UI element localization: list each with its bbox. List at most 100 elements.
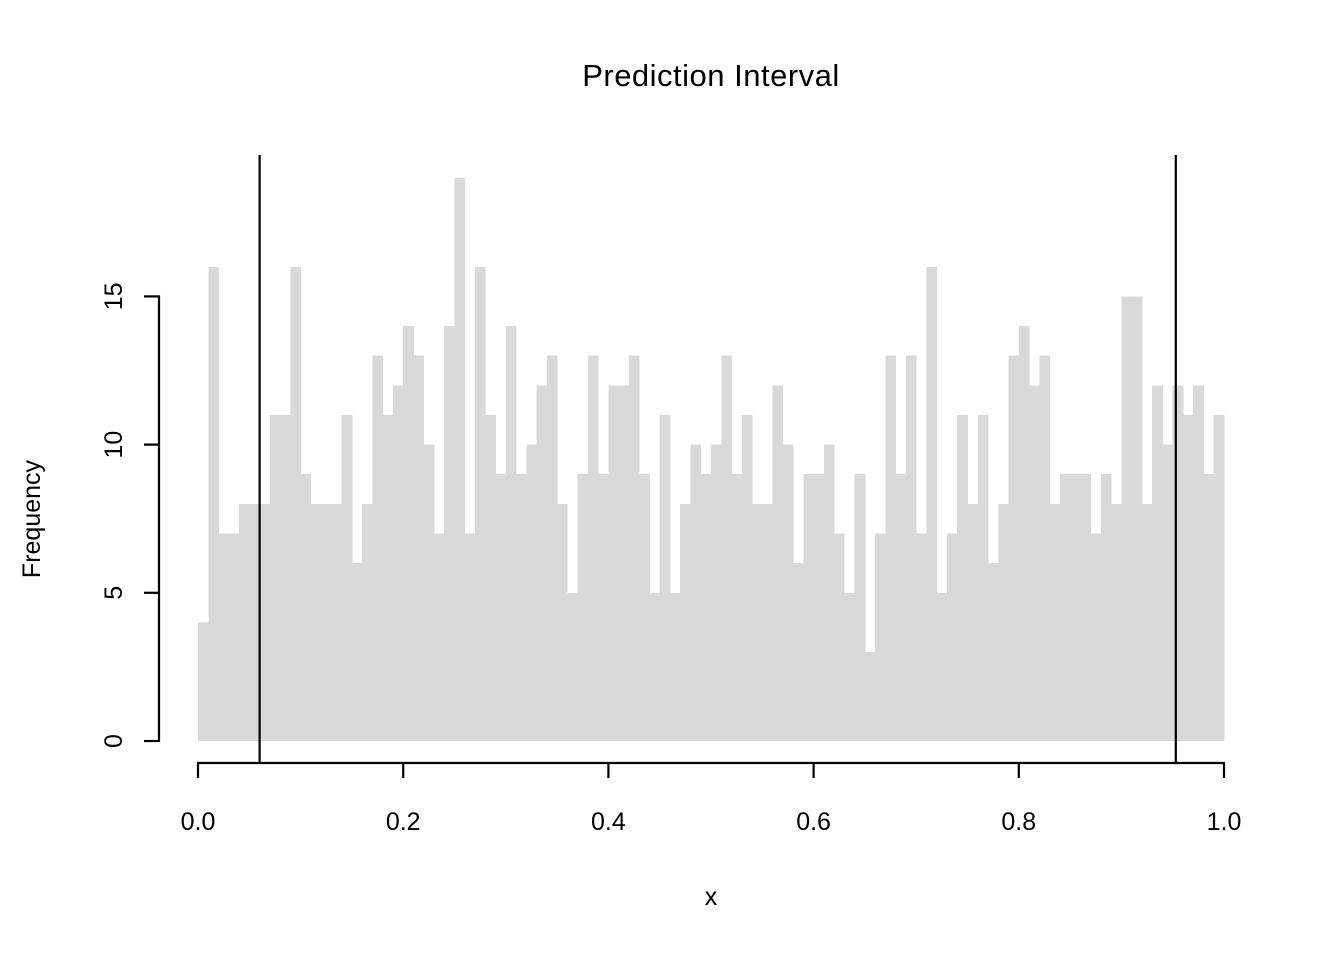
histogram-bar [577, 474, 589, 741]
histogram-bar [905, 355, 917, 741]
histogram-bar [926, 266, 938, 741]
histogram-bar [1100, 474, 1112, 741]
histogram-bar [1029, 385, 1040, 741]
histogram-bar [403, 326, 414, 741]
histogram-bar [444, 326, 455, 741]
y-axis-tick-label: 10 [100, 431, 128, 459]
histogram-bar [218, 533, 230, 741]
histogram-bar [423, 444, 435, 741]
x-axis-label: x [705, 883, 718, 911]
histogram-bar [372, 355, 384, 741]
histogram-bar [341, 414, 353, 741]
histogram-bar [1059, 474, 1071, 741]
histogram-bar [813, 474, 825, 741]
histogram-bar [1049, 503, 1061, 741]
histogram-bar [1203, 474, 1215, 741]
histogram-bar [967, 503, 979, 741]
histogram-bar [351, 563, 363, 741]
histogram-bar [864, 652, 876, 741]
histogram-bar [1172, 385, 1184, 741]
histogram-bar [741, 414, 753, 741]
histogram-bar [1182, 414, 1194, 741]
histogram-bar [1111, 503, 1122, 741]
histogram-bar [762, 503, 773, 741]
histogram-bar [711, 444, 722, 741]
histogram-bar [249, 503, 260, 741]
histogram-bar [464, 533, 476, 741]
histogram-bar [392, 385, 404, 741]
histogram-bar [557, 503, 568, 741]
chart-title: Prediction Interval [582, 58, 840, 93]
histogram-bar [659, 414, 671, 741]
histogram-bar [598, 474, 609, 741]
histogram-bar [198, 622, 209, 741]
histogram-bar [567, 592, 578, 741]
histogram-bar [669, 592, 681, 741]
histogram-bar [1131, 296, 1143, 741]
histogram-bar [988, 563, 999, 741]
histogram-bar [382, 414, 394, 741]
histogram-bar [1213, 414, 1225, 741]
histogram-bar [1121, 296, 1133, 741]
histogram-bar [649, 592, 661, 741]
histogram-bar [546, 355, 558, 741]
histogram-bar [587, 355, 599, 741]
histogram-bar [1080, 474, 1091, 741]
histogram-bar [526, 444, 537, 741]
x-axis-tick-label: 0.8 [1001, 808, 1036, 836]
histogram-bar [834, 533, 845, 741]
histogram-bar [1039, 355, 1050, 741]
histogram-bar [752, 503, 763, 741]
histogram-bar [680, 503, 691, 741]
x-axis-tick-label: 1.0 [1207, 808, 1242, 836]
y-axis-tick-label: 15 [100, 282, 128, 310]
histogram-bar [1152, 385, 1163, 741]
histogram-bar [721, 355, 732, 741]
x-axis-tick-label: 0.2 [386, 808, 421, 836]
histogram-bar [1018, 326, 1030, 741]
histogram-bar [916, 533, 927, 741]
histogram-bar [639, 474, 650, 741]
y-axis-tick-label: 0 [100, 734, 128, 748]
histogram-bar [731, 474, 743, 741]
histogram-bar [1193, 385, 1204, 741]
histogram-bar [885, 355, 897, 741]
histogram-bar [269, 414, 281, 741]
axes-layer: 0.0 0.2 0.4 0.6 0.8 1.0 0 5 10 15 [100, 282, 1241, 836]
histogram-bar [1090, 533, 1102, 741]
histogram-bar [628, 355, 640, 741]
histogram-bar [300, 474, 312, 741]
histogram-bar [259, 503, 271, 741]
histogram-bar [362, 503, 373, 741]
histogram-bar [280, 414, 291, 741]
histogram-bar [516, 474, 527, 741]
histogram-bar [772, 385, 784, 741]
histogram-bar [803, 474, 814, 741]
y-axis-tick-label: 5 [100, 586, 128, 600]
histogram-bar [823, 444, 835, 741]
histogram-bar [690, 444, 702, 741]
histogram-bar [875, 533, 886, 741]
histogram-bar [454, 177, 466, 742]
histogram-bar [208, 266, 219, 741]
histogram-bar [782, 444, 794, 741]
histogram-bar [475, 266, 486, 741]
histogram-bar [1141, 503, 1153, 741]
y-axis-label: Frequency [18, 459, 46, 578]
histogram-bar [239, 503, 250, 741]
histogram-bar [536, 385, 548, 741]
histogram-bar [700, 474, 712, 741]
histogram-bar [895, 474, 907, 741]
histogram-bar [608, 385, 620, 741]
histogram-bar [413, 355, 425, 741]
histogram-bar [495, 474, 507, 741]
histogram-bar [618, 385, 630, 741]
histogram-bar [844, 592, 855, 741]
histogram-bars-layer [198, 177, 1225, 742]
histogram-bar [977, 414, 989, 741]
histogram-bar [290, 266, 301, 741]
histogram-bar [485, 414, 496, 741]
histogram-bar [228, 533, 240, 741]
